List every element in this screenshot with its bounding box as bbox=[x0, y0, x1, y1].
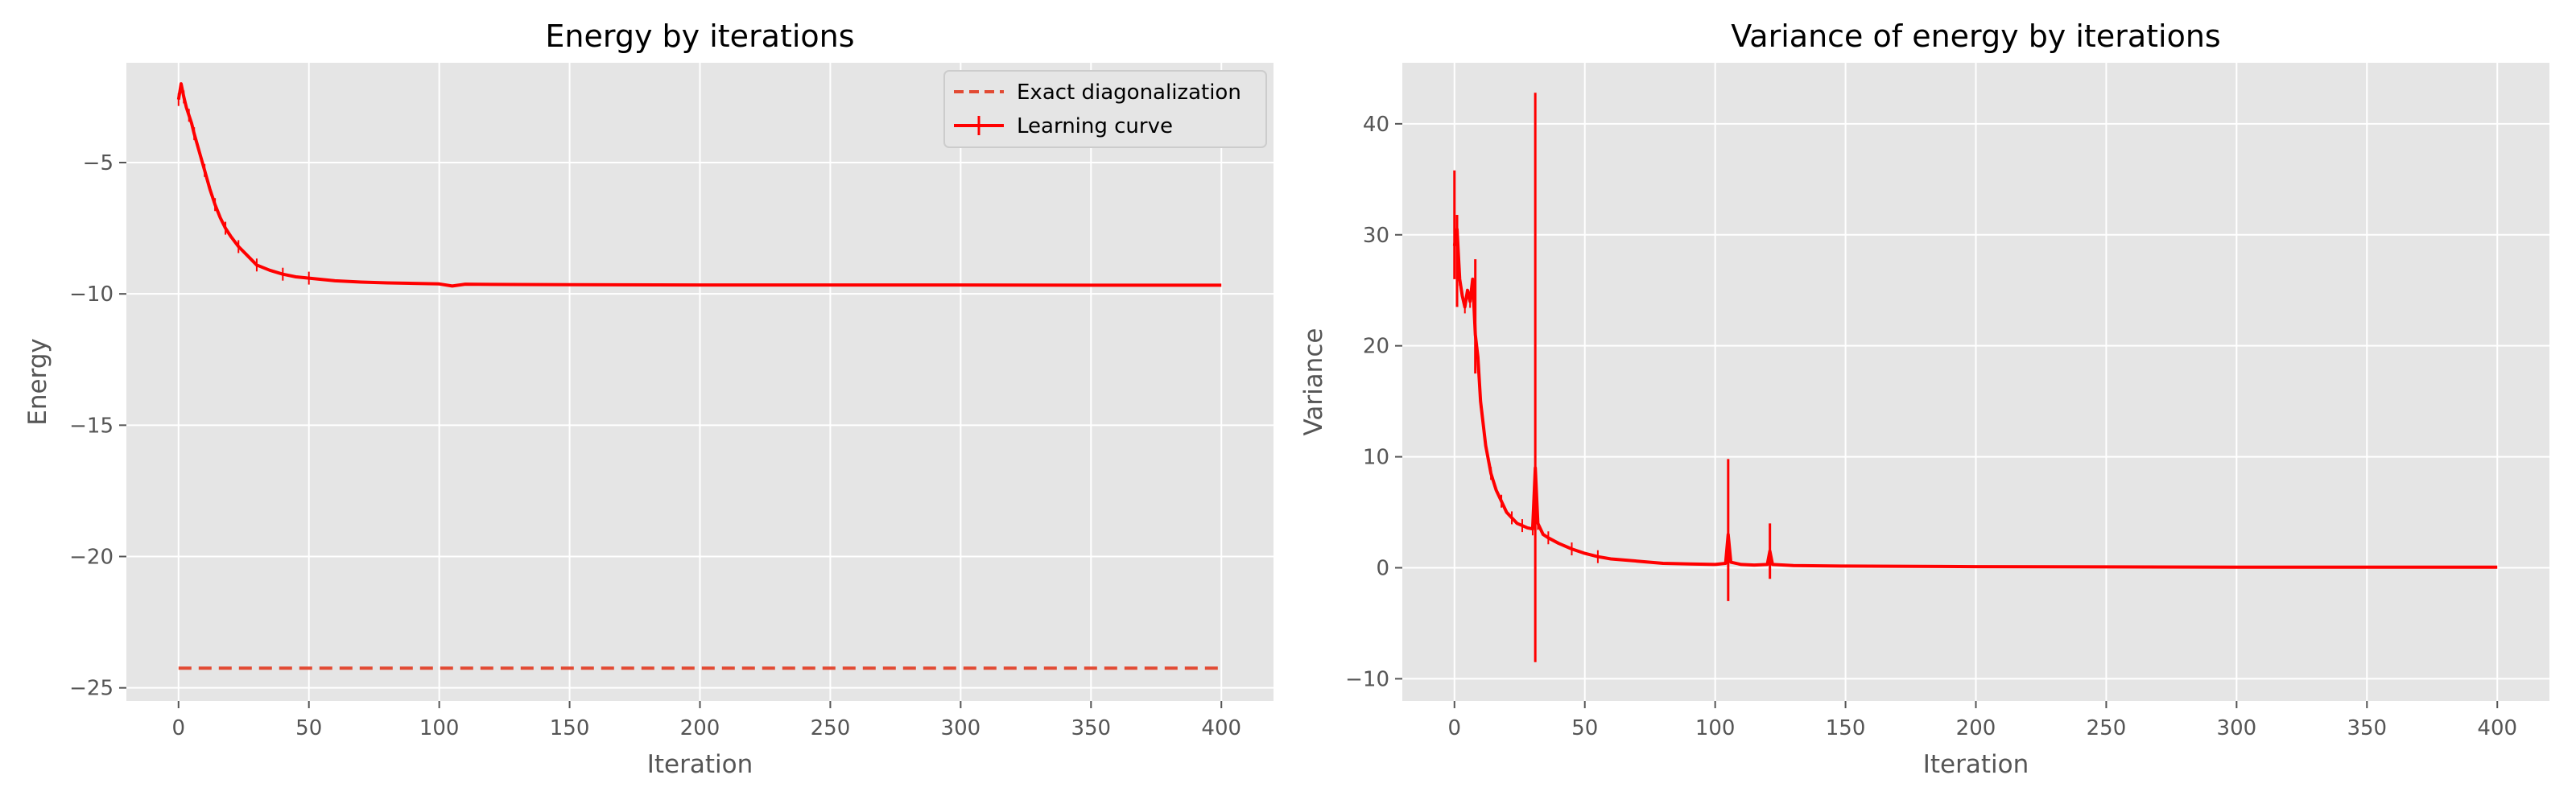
x-tick-label: 100 bbox=[1695, 716, 1736, 740]
y-tick-label: 0 bbox=[1376, 557, 1389, 581]
x-tick-label: 200 bbox=[680, 716, 720, 740]
x-tick-label: 250 bbox=[811, 716, 851, 740]
series-group bbox=[1452, 93, 2498, 662]
x-tick-label: 250 bbox=[2087, 716, 2127, 740]
legend-box bbox=[943, 70, 1267, 148]
x-tick-label: 350 bbox=[2347, 716, 2387, 740]
legend-label: Exact diagonalization bbox=[1017, 80, 1241, 105]
chart-title: Energy by iterations bbox=[545, 19, 854, 54]
x-tick-label: 300 bbox=[2217, 716, 2257, 740]
x-tick-label: 300 bbox=[941, 716, 981, 740]
x-tick-label: 50 bbox=[295, 716, 322, 740]
legend: Exact diagonalization Learning curve bbox=[943, 70, 1267, 148]
gridlines bbox=[1402, 63, 2549, 701]
series-group bbox=[176, 82, 1222, 670]
y-tick-label: −25 bbox=[69, 677, 114, 701]
y-tick-label: 20 bbox=[1363, 335, 1389, 359]
chart-title: Variance of energy by iterations bbox=[1731, 19, 2220, 54]
y-tick-label: −5 bbox=[83, 151, 114, 175]
x-tick-label: 150 bbox=[550, 716, 590, 740]
y-tick-label: −10 bbox=[69, 282, 114, 307]
variance-chart: 0 50 100 150 200 250 300 350 400 −10 0 10 20 30 40 Vari… bbox=[1299, 19, 2549, 779]
y-tick-label: −15 bbox=[69, 414, 114, 438]
x-tick-label: 400 bbox=[2477, 716, 2517, 740]
x-tick-label: 350 bbox=[1071, 716, 1111, 740]
x-tick-label: 400 bbox=[1201, 716, 1241, 740]
x-tick-label: 0 bbox=[1447, 716, 1461, 740]
energy-chart: 0 50 100 150 200 250 300 350 400 −25 −20 −15 −10 −5 En… bbox=[23, 19, 1274, 779]
y-tick-label: 40 bbox=[1363, 113, 1389, 137]
x-tick-label: 100 bbox=[419, 716, 460, 740]
y-tick-label: 30 bbox=[1363, 224, 1389, 248]
series-line-learning-curve bbox=[176, 82, 1222, 288]
legend-label: Learning curve bbox=[1017, 114, 1173, 138]
gridlines bbox=[126, 63, 1274, 701]
x-axis-label: Iteration bbox=[647, 750, 753, 779]
y-tick-label: 10 bbox=[1363, 446, 1389, 470]
x-tick-label: 200 bbox=[1956, 716, 1996, 740]
x-tick-label: 50 bbox=[1571, 716, 1598, 740]
x-tick-label: 150 bbox=[1826, 716, 1866, 740]
x-axis-label: Iteration bbox=[1923, 750, 2029, 779]
y-axis-label: Variance bbox=[1299, 328, 1328, 436]
y-tick-label: −20 bbox=[69, 546, 114, 570]
ticks: 0 50 100 150 200 250 300 350 400 −25 −20 −15 −10 −5 bbox=[69, 151, 1241, 740]
x-tick-label: 0 bbox=[171, 716, 185, 740]
y-axis-label: Energy bbox=[23, 338, 52, 426]
ticks: 0 50 100 150 200 250 300 350 400 −10 0 10 20 30 40 bbox=[1345, 113, 2517, 740]
y-tick-label: −10 bbox=[1345, 667, 1389, 691]
